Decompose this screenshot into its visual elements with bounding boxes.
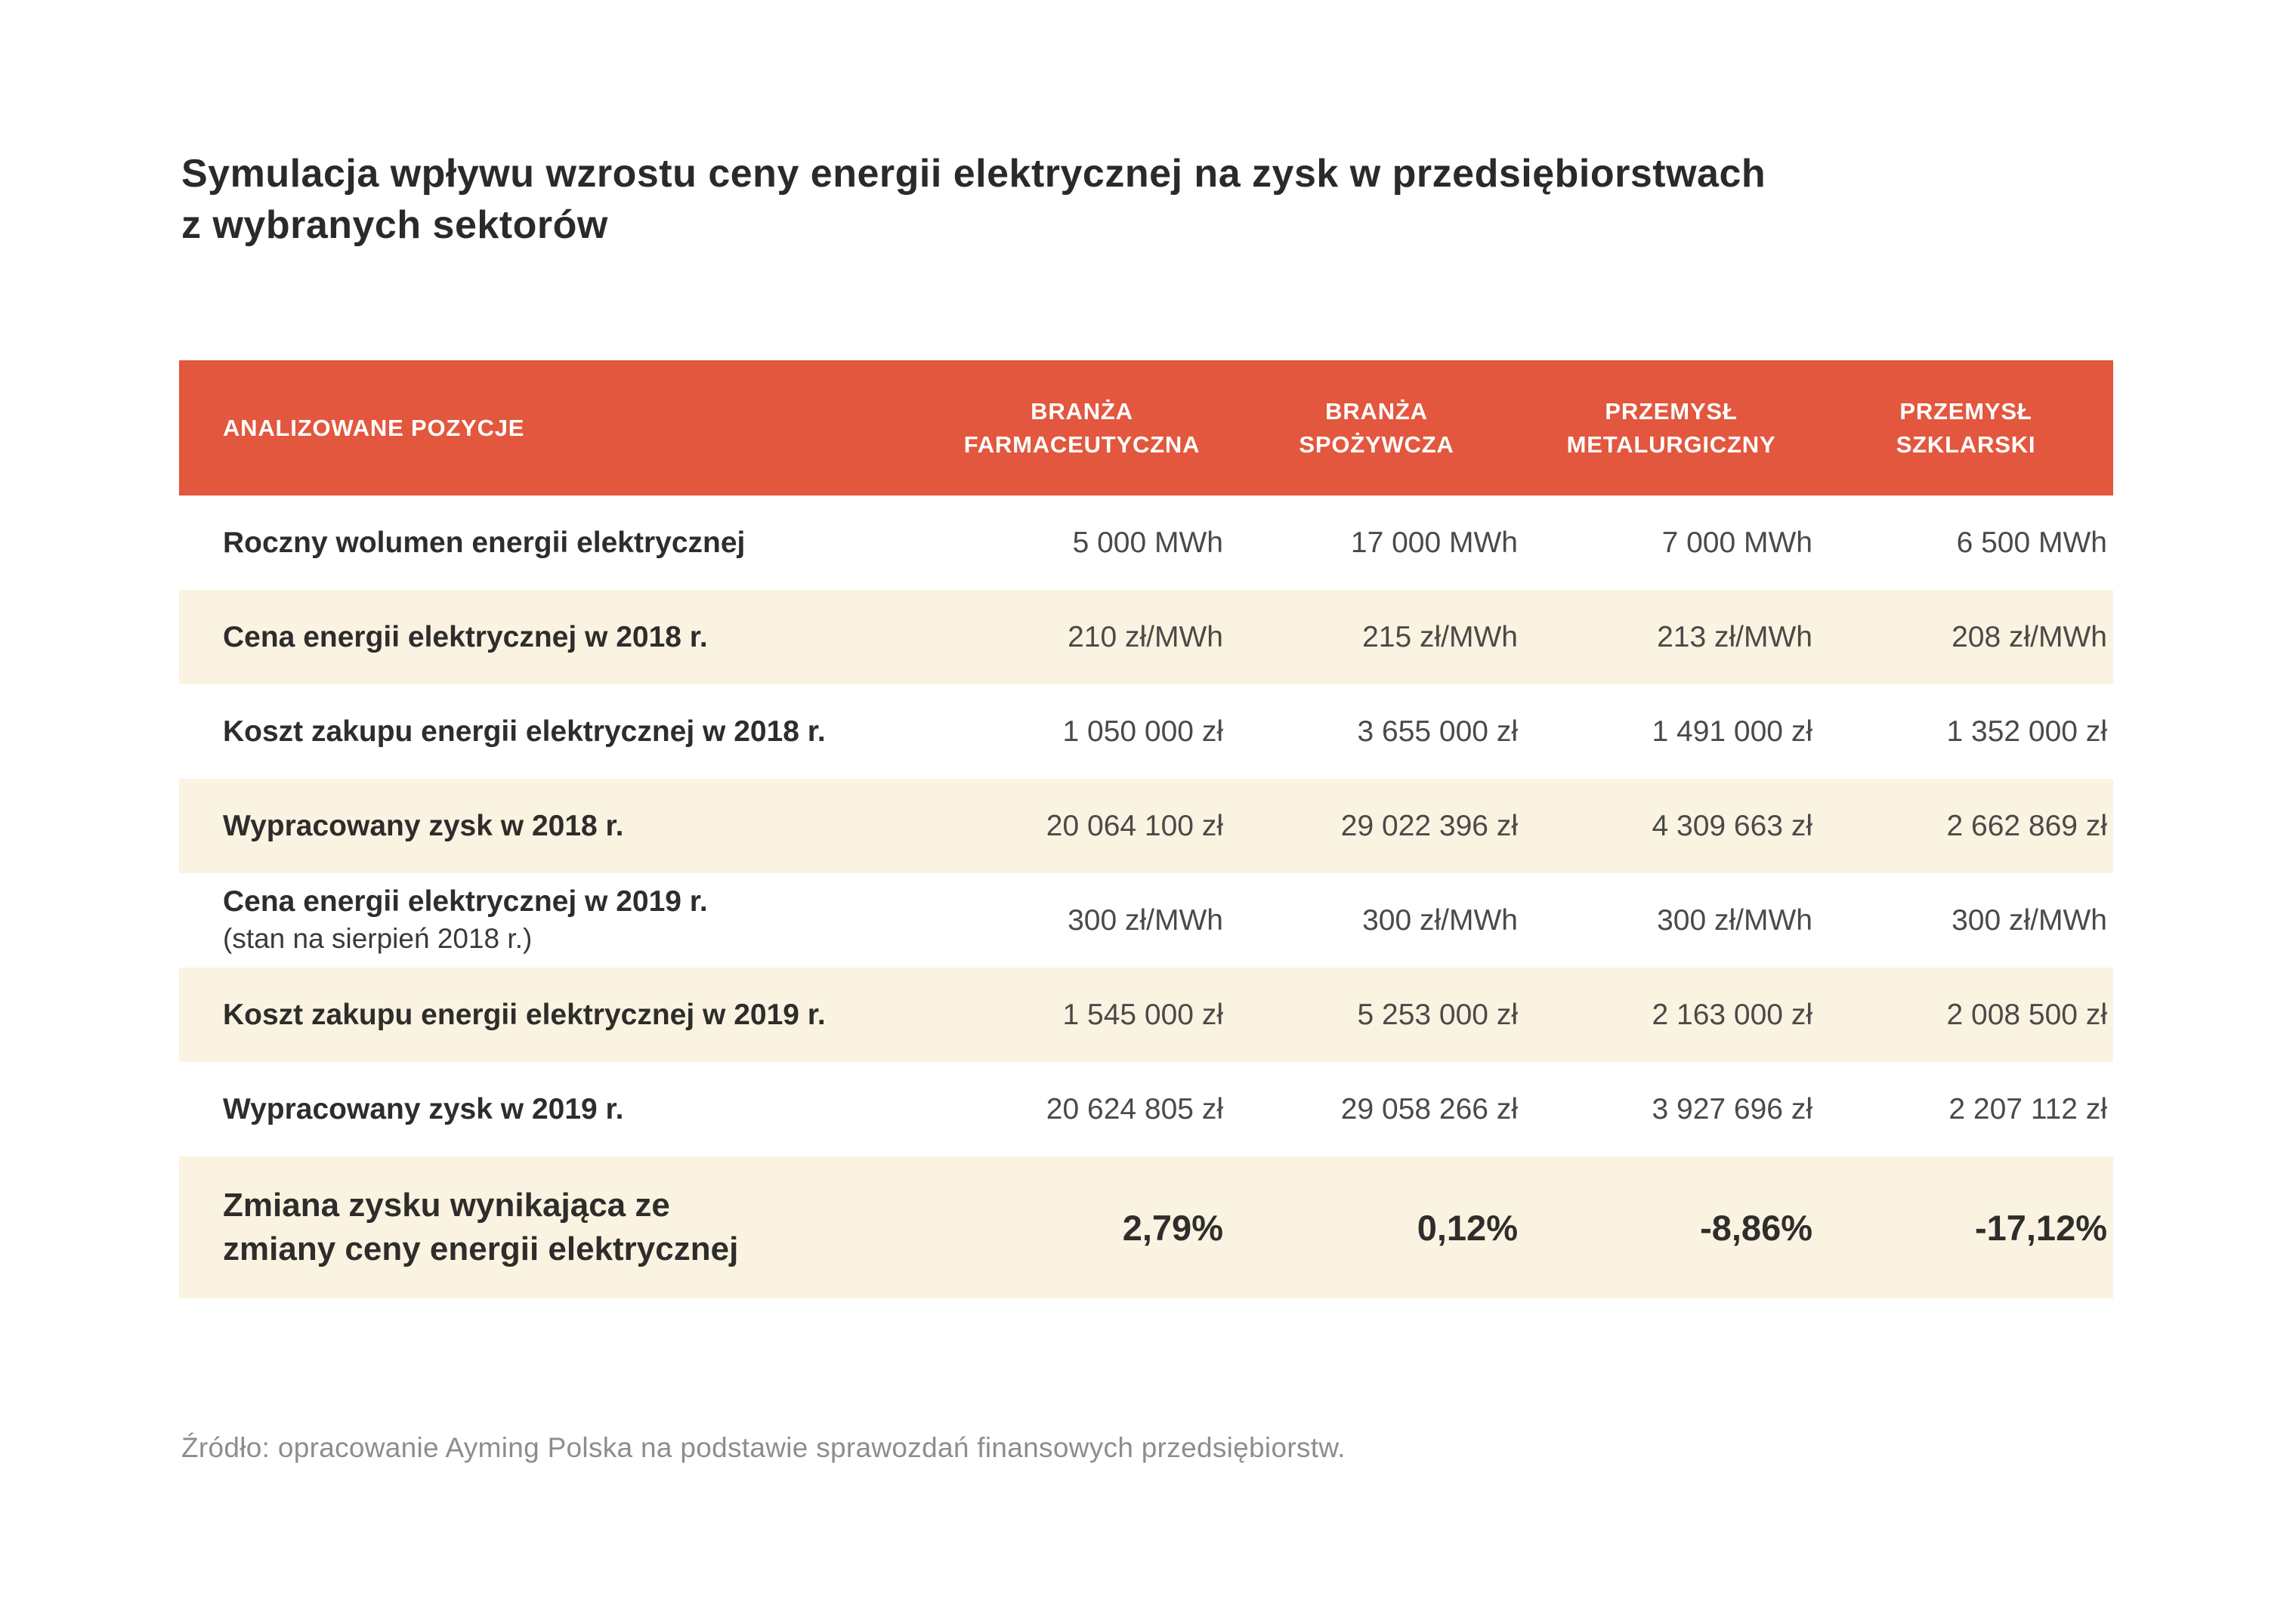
row-value: 7 000 MWh <box>1661 526 1812 559</box>
row-value: 300 zł/MWh <box>1952 903 2107 937</box>
row-label: Cena energii elektrycznej w 2018 r. <box>179 619 935 656</box>
row-value: 208 zł/MWh <box>1952 620 2107 653</box>
row-value: 29 058 266 zł <box>1340 1092 1518 1125</box>
row-label-text-line2: zmiany ceny energii elektrycznej <box>223 1230 739 1267</box>
column-header: BRANŻA FARMACEUTYCZNA <box>935 395 1229 462</box>
row-value: 300 zł/MWh <box>1657 903 1812 937</box>
column-header: PRZEMYSŁ SZKLARSKI <box>1819 395 2113 462</box>
page-title-line2: z wybranych sektorów <box>181 203 608 247</box>
column-header-line1: BRANŻA <box>1031 397 1133 425</box>
column-header: BRANŻA SPOŻYWCZA <box>1229 395 1524 462</box>
row-value: 1 050 000 zł <box>1062 715 1223 748</box>
page-title: Symulacja wpływu wzrostu ceny energii el… <box>181 148 1766 251</box>
row-value: -17,12% <box>1974 1207 2107 1248</box>
source-note: Źródło: opracowanie Ayming Polska na pod… <box>181 1432 1346 1463</box>
row-value: 0,12% <box>1417 1207 1518 1248</box>
column-header-line1: PRZEMYSŁ <box>1605 397 1738 425</box>
row-label: Zmiana zysku wynikająca ze zmiany ceny en… <box>179 1184 935 1271</box>
row-value: 300 zł/MWh <box>1362 903 1518 937</box>
row-label: Koszt zakupu energii elektrycznej w 2019… <box>179 997 935 1033</box>
row-value: 2 662 869 zł <box>1946 809 2107 842</box>
row-label-text: Roczny wolumen energii elektrycznej <box>223 526 746 559</box>
row-label-text: Cena energii elektrycznej w 2019 r. <box>223 885 708 918</box>
row-label-text: Koszt zakupu energii elektrycznej w 2019… <box>223 998 826 1031</box>
column-header: PRZEMYSŁ METALURGICZNY <box>1524 395 1819 462</box>
table-row: Cena energii elektrycznej w 2019 r. (stan… <box>179 873 2113 968</box>
row-value: 29 022 396 zł <box>1340 809 1518 842</box>
row-label-text: Koszt zakupu energii elektrycznej w 2018… <box>223 715 826 748</box>
column-header-analizowane-pozycje: ANALIZOWANE POZYCJE <box>223 414 525 441</box>
row-label-text: Zmiana zysku wynikająca ze <box>223 1187 670 1224</box>
row-value: 4 309 663 zł <box>1652 809 1812 842</box>
table-row: Zmiana zysku wynikająca ze zmiany ceny en… <box>179 1156 2113 1298</box>
column-header-line2: FARMACEUTYCZNA <box>963 431 1201 458</box>
row-label: Cena energii elektrycznej w 2019 r. (stan… <box>179 884 935 958</box>
row-value: 2 207 112 zł <box>1948 1092 2107 1125</box>
table-row: Wypracowany zysk w 2019 r. 20 624 805 zł 2… <box>179 1062 2113 1156</box>
table-header-row: ANALIZOWANE POZYCJE BRANŻA FARMACEUTYCZNA… <box>179 360 2113 496</box>
row-value: 20 624 805 zł <box>1046 1092 1223 1125</box>
table-row: Roczny wolumen energii elektrycznej 5 000… <box>179 496 2113 590</box>
row-value: 3 927 696 zł <box>1652 1092 1812 1125</box>
row-value: 20 064 100 zł <box>1046 809 1223 842</box>
row-label: Wypracowany zysk w 2018 r. <box>179 808 935 844</box>
row-value: -8,86% <box>1700 1207 1812 1248</box>
row-value: 1 491 000 zł <box>1652 715 1812 748</box>
row-label: Wypracowany zysk w 2019 r. <box>179 1091 935 1128</box>
row-value: 300 zł/MWh <box>1068 903 1223 937</box>
row-value: 17 000 MWh <box>1350 526 1518 559</box>
column-header-line2: SZKLARSKI <box>1896 431 2036 458</box>
row-value: 213 zł/MWh <box>1657 620 1812 653</box>
table-row: Koszt zakupu energii elektrycznej w 2019… <box>179 968 2113 1062</box>
row-value: 5 000 MWh <box>1072 526 1223 559</box>
table-row: Cena energii elektrycznej w 2018 r. 210 z… <box>179 590 2113 684</box>
row-value: 215 zł/MWh <box>1362 620 1518 653</box>
row-label: Roczny wolumen energii elektrycznej <box>179 525 935 561</box>
row-value: 1 352 000 zł <box>1946 715 2107 748</box>
column-header-line2: METALURGICZNY <box>1566 431 1776 458</box>
row-value: 210 zł/MWh <box>1068 620 1223 653</box>
row-sublabel: (stan na sierpień 2018 r.) <box>223 922 533 954</box>
column-header-line2: SPOŻYWCZA <box>1299 431 1454 458</box>
table-body: Roczny wolumen energii elektrycznej 5 000… <box>179 496 2113 1298</box>
row-label: Koszt zakupu energii elektrycznej w 2018… <box>179 714 935 750</box>
simulation-table: ANALIZOWANE POZYCJE BRANŻA FARMACEUTYCZNA… <box>179 360 2113 1298</box>
row-value: 6 500 MWh <box>1956 526 2107 559</box>
row-value: 2,79% <box>1122 1207 1223 1248</box>
row-value: 5 253 000 zł <box>1357 998 1518 1031</box>
row-label-text: Wypracowany zysk w 2019 r. <box>223 1092 624 1125</box>
column-header-line1: BRANŻA <box>1325 397 1428 425</box>
row-label-text: Wypracowany zysk w 2018 r. <box>223 809 624 842</box>
table-row: Koszt zakupu energii elektrycznej w 2018… <box>179 684 2113 779</box>
row-value: 2 008 500 zł <box>1946 998 2107 1031</box>
row-label-text: Cena energii elektrycznej w 2018 r. <box>223 620 708 653</box>
row-value: 1 545 000 zł <box>1062 998 1223 1031</box>
row-value: 3 655 000 zł <box>1357 715 1518 748</box>
table-row: Wypracowany zysk w 2018 r. 20 064 100 zł 2… <box>179 779 2113 873</box>
column-header-line1: PRZEMYSŁ <box>1899 397 2032 425</box>
row-value: 2 163 000 zł <box>1652 998 1812 1031</box>
page-title-line1: Symulacja wpływu wzrostu ceny energii el… <box>181 152 1766 196</box>
